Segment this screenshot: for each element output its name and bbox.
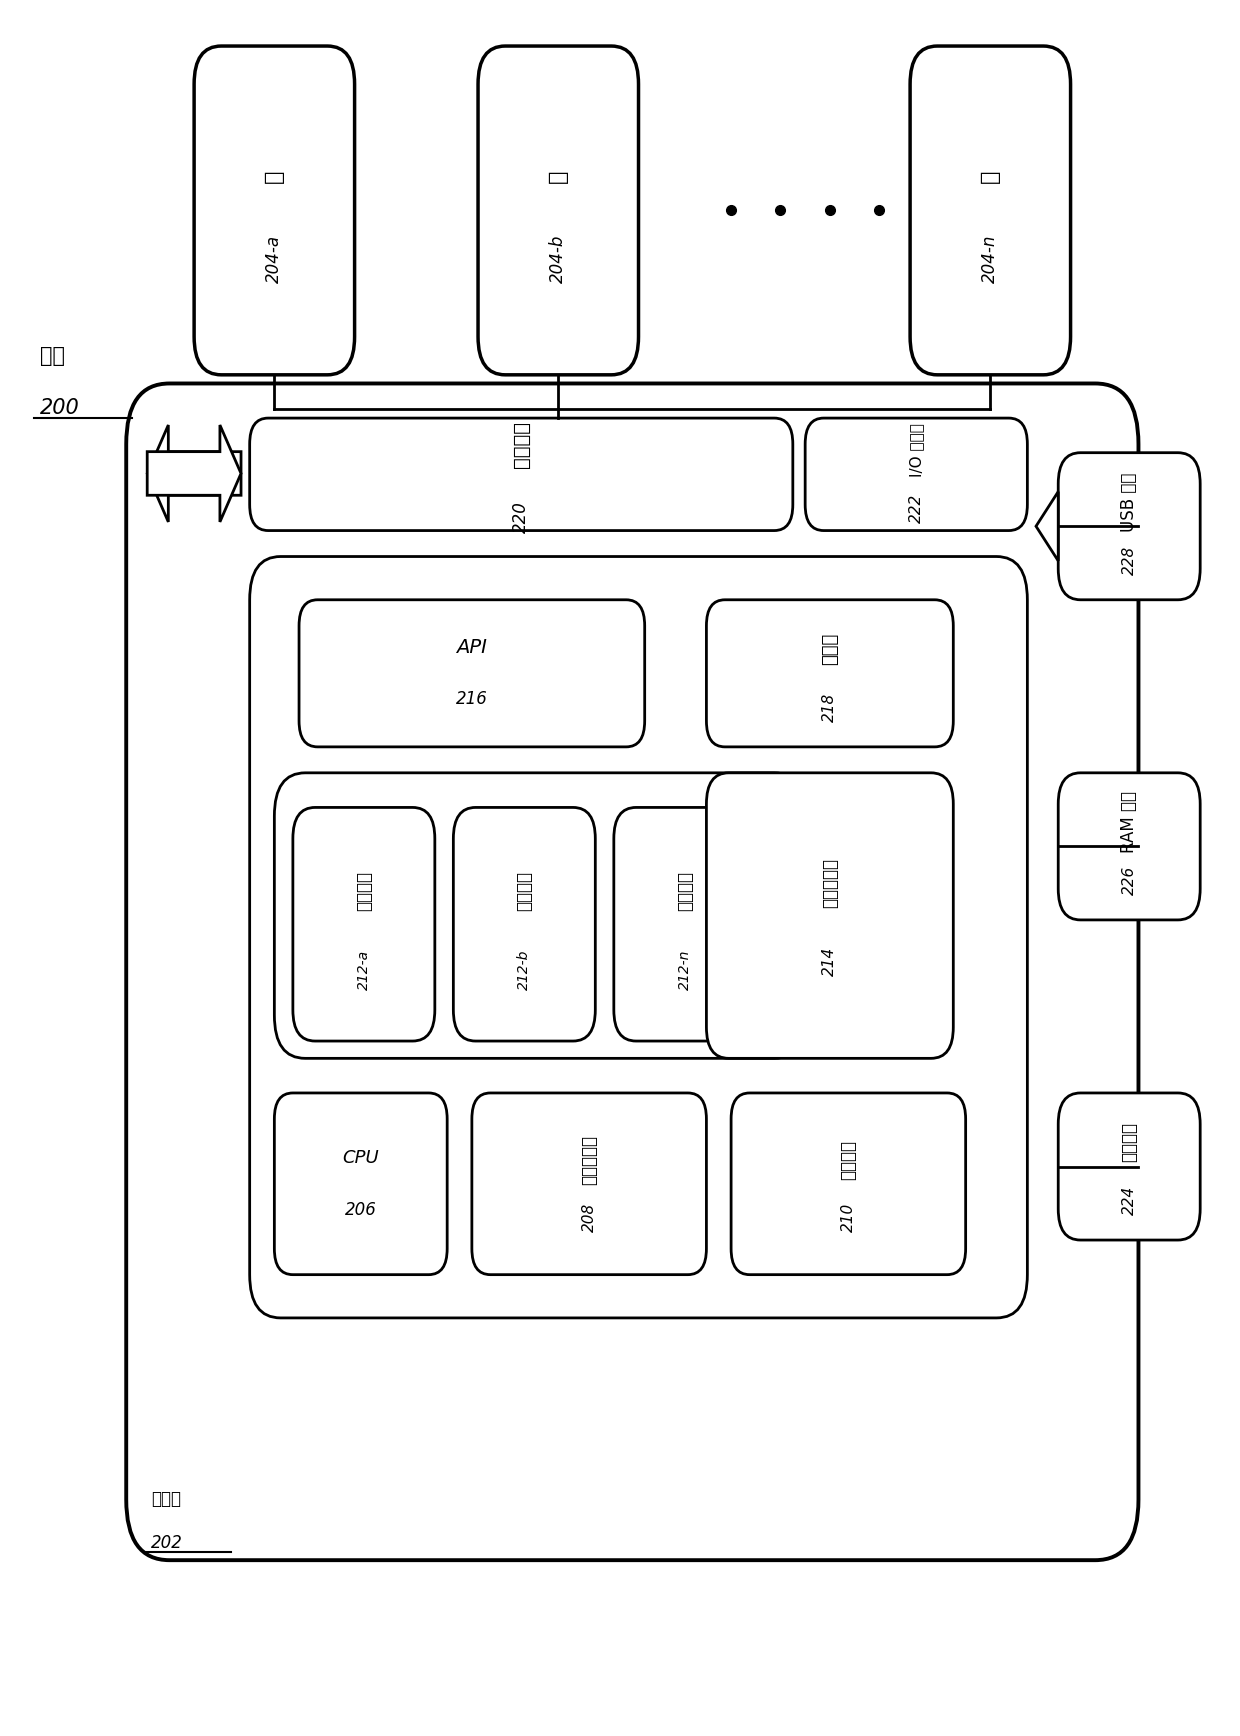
Text: 从: 从 bbox=[548, 168, 568, 182]
Text: 226: 226 bbox=[1122, 866, 1137, 896]
FancyBboxPatch shape bbox=[707, 773, 954, 1059]
FancyBboxPatch shape bbox=[732, 1094, 966, 1274]
Text: 228: 228 bbox=[1122, 545, 1137, 575]
Text: 系统: 系统 bbox=[40, 345, 64, 366]
FancyBboxPatch shape bbox=[910, 47, 1070, 375]
Polygon shape bbox=[148, 425, 241, 523]
FancyBboxPatch shape bbox=[805, 418, 1028, 531]
FancyBboxPatch shape bbox=[274, 773, 805, 1059]
FancyBboxPatch shape bbox=[454, 807, 595, 1042]
Text: 驱动器: 驱动器 bbox=[821, 634, 838, 665]
FancyBboxPatch shape bbox=[126, 384, 1138, 1561]
FancyBboxPatch shape bbox=[249, 557, 1028, 1318]
Text: 200: 200 bbox=[40, 398, 79, 418]
FancyBboxPatch shape bbox=[479, 47, 639, 375]
FancyBboxPatch shape bbox=[299, 599, 645, 746]
Text: 应用软件: 应用软件 bbox=[516, 871, 533, 911]
Text: 202: 202 bbox=[151, 1533, 182, 1552]
Text: 210: 210 bbox=[841, 1203, 856, 1233]
FancyBboxPatch shape bbox=[195, 47, 355, 375]
FancyBboxPatch shape bbox=[614, 807, 756, 1042]
Text: I/O 缓冲器: I/O 缓冲器 bbox=[909, 424, 924, 477]
FancyBboxPatch shape bbox=[1058, 773, 1200, 920]
Text: 212-n: 212-n bbox=[678, 950, 692, 991]
FancyBboxPatch shape bbox=[274, 1094, 448, 1274]
Text: 206: 206 bbox=[345, 1201, 377, 1219]
Text: 208: 208 bbox=[582, 1203, 596, 1233]
Text: 204-a: 204-a bbox=[265, 234, 284, 283]
Text: API: API bbox=[456, 637, 487, 656]
Text: 引导加载器: 引导加载器 bbox=[821, 858, 838, 908]
Text: 闪存模块: 闪存模块 bbox=[1120, 1121, 1138, 1163]
Text: 应用软件: 应用软件 bbox=[676, 871, 694, 911]
FancyBboxPatch shape bbox=[1058, 1094, 1200, 1240]
Text: 应用软件: 应用软件 bbox=[355, 871, 373, 911]
Text: CPU: CPU bbox=[342, 1149, 379, 1167]
Text: 220: 220 bbox=[512, 500, 531, 533]
Text: 212-b: 212-b bbox=[517, 950, 531, 991]
Text: 204-n: 204-n bbox=[981, 234, 999, 283]
Polygon shape bbox=[148, 425, 241, 523]
Text: 224: 224 bbox=[1122, 1186, 1137, 1215]
Polygon shape bbox=[1035, 491, 1058, 561]
Text: RAM 模块: RAM 模块 bbox=[1120, 792, 1138, 852]
Text: 通信模块: 通信模块 bbox=[512, 420, 531, 467]
Text: 216: 216 bbox=[456, 691, 487, 708]
Text: 214: 214 bbox=[822, 948, 837, 976]
FancyBboxPatch shape bbox=[472, 1094, 707, 1274]
Text: 从: 从 bbox=[981, 168, 1001, 182]
Text: 从: 从 bbox=[264, 168, 284, 182]
FancyBboxPatch shape bbox=[249, 418, 792, 531]
Text: USB 模块: USB 模块 bbox=[1120, 472, 1138, 531]
Text: 218: 218 bbox=[822, 693, 837, 722]
Text: 主节点: 主节点 bbox=[151, 1489, 181, 1509]
Text: 222: 222 bbox=[909, 493, 924, 523]
Text: 管理器模块: 管理器模块 bbox=[580, 1135, 598, 1184]
FancyBboxPatch shape bbox=[1058, 453, 1200, 599]
Text: 204-b: 204-b bbox=[549, 234, 567, 283]
Text: 显示模块: 显示模块 bbox=[839, 1139, 857, 1179]
FancyBboxPatch shape bbox=[293, 807, 435, 1042]
Text: 212-a: 212-a bbox=[357, 950, 371, 990]
FancyBboxPatch shape bbox=[707, 599, 954, 746]
